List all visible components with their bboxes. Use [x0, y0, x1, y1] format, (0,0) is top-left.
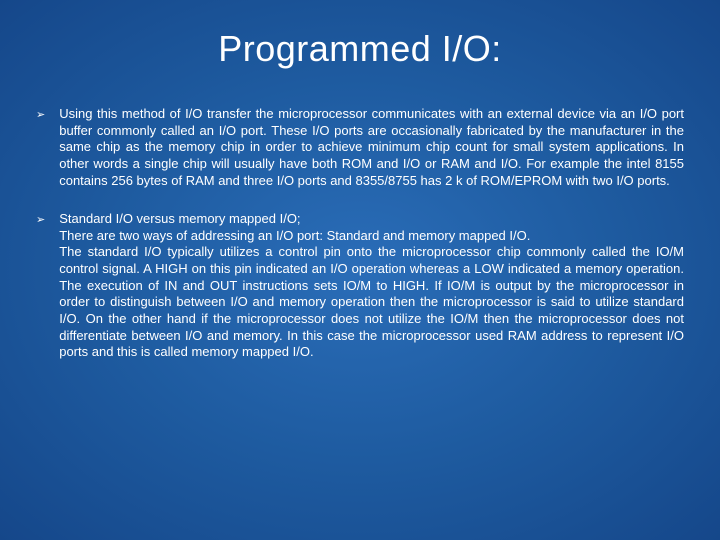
bullet-subline: The standard I/O typically utilizes a co…: [59, 244, 684, 360]
bullet-marker-icon: ➢: [36, 213, 45, 226]
bullet-item: ➢ Standard I/O versus memory mapped I/O;…: [36, 211, 684, 361]
bullet-subline: Standard I/O versus memory mapped I/O;: [59, 211, 684, 228]
bullet-text: Using this method of I/O transfer the mi…: [59, 106, 684, 189]
slide-title: Programmed I/O:: [36, 28, 684, 70]
bullet-text: Standard I/O versus memory mapped I/O; T…: [59, 211, 684, 361]
bullet-subline: There are two ways of addressing an I/O …: [59, 228, 684, 245]
bullet-item: ➢ Using this method of I/O transfer the …: [36, 106, 684, 189]
bullet-marker-icon: ➢: [36, 108, 45, 121]
slide-container: Programmed I/O: ➢ Using this method of I…: [0, 0, 720, 540]
